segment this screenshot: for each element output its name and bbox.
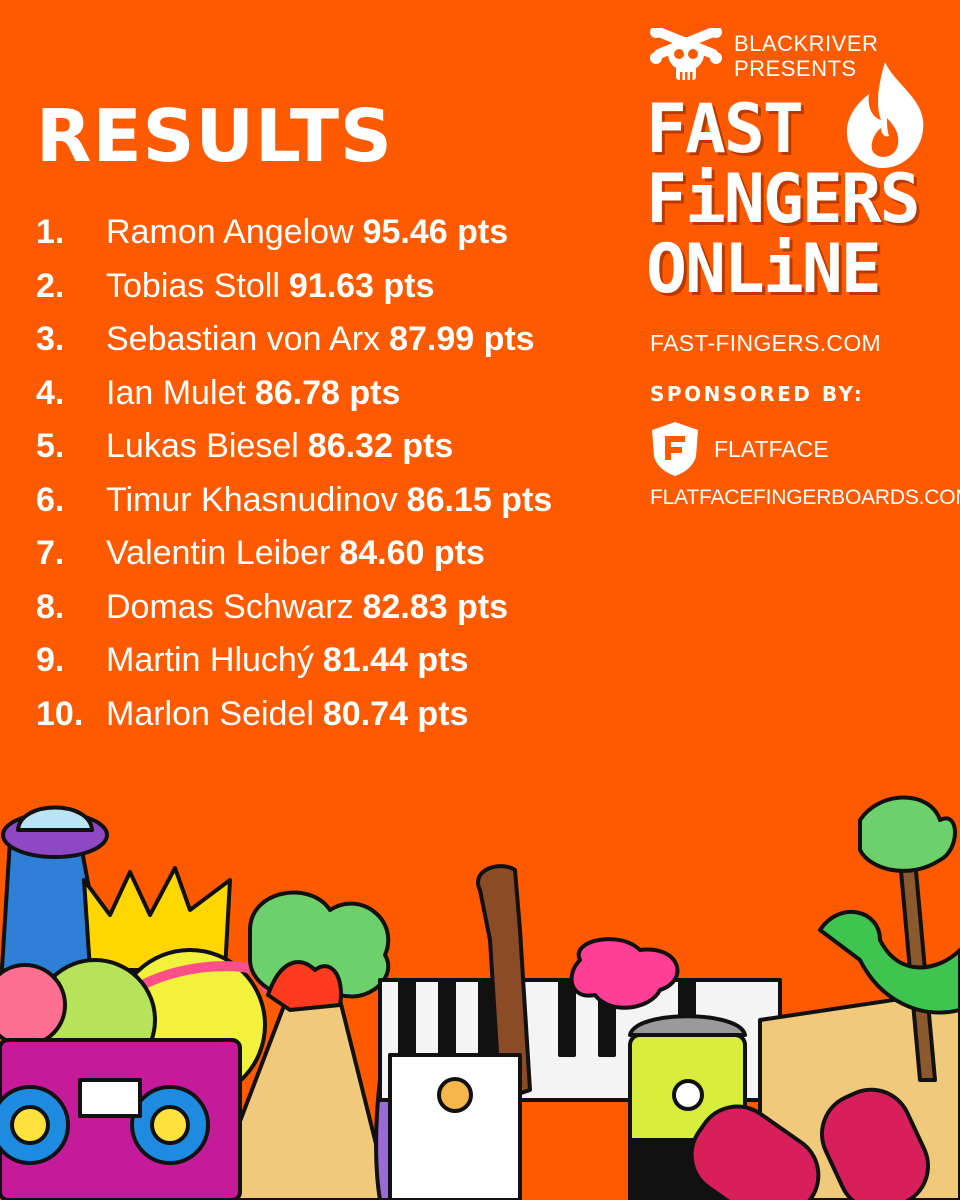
result-score: 86.78 pts (254, 373, 401, 412)
result-rank: 9. (36, 641, 65, 680)
result-name: Timur Khasnudinov (106, 480, 398, 519)
result-rank: 1. (36, 213, 65, 252)
flatface-shield-icon (652, 422, 698, 476)
result-name: Domas Schwarz (106, 587, 354, 626)
result-name: Lukas Biesel (106, 427, 299, 466)
result-name: Sebastian von Arx (106, 320, 381, 359)
result-rank: 5. (36, 427, 65, 466)
result-row: 3. Sebastian von Arx 87.99 pts (36, 313, 552, 367)
result-rank: 2. (36, 266, 65, 305)
result-row: 9. Martin Hluchý 81.44 pts (36, 634, 552, 688)
result-rank: 7. (36, 534, 65, 573)
result-rank: 10. (36, 694, 84, 733)
logo-line-1: FAST (646, 90, 804, 169)
result-name: Martin Hluchý (106, 641, 314, 680)
result-score: 81.44 pts (322, 641, 469, 680)
results-title: RESULTS (36, 94, 393, 178)
site-url: FAST-FINGERS.COM (650, 330, 881, 356)
result-name: Ian Mulet (106, 373, 246, 412)
flame-icon (846, 62, 924, 168)
result-score: 91.63 pts (288, 266, 435, 305)
skull-crossbones-icon (650, 28, 722, 80)
result-rank: 3. (36, 320, 65, 359)
result-row: 5. Lukas Biesel 86.32 pts (36, 420, 552, 474)
sponsored-label: SPONSORED BY: (650, 382, 865, 406)
result-score: 84.60 pts (339, 534, 485, 573)
result-row: 2. Tobias Stoll 91.63 pts (36, 260, 552, 314)
result-rank: 6. (36, 480, 65, 519)
result-name: Valentin Leiber (106, 534, 331, 573)
result-row: 6. Timur Khasnudinov 86.15 pts (36, 474, 552, 528)
result-score: 95.46 pts (362, 213, 509, 252)
result-score: 82.83 pts (362, 587, 509, 626)
result-row: 8. Domas Schwarz 82.83 pts (36, 581, 552, 635)
result-name: Ramon Angelow (106, 213, 354, 252)
sponsor: FLATFACE (650, 420, 829, 478)
result-name: Marlon Seidel (106, 694, 314, 733)
result-name: Tobias Stoll (106, 266, 280, 305)
result-row: 1. Ramon Angelow 95.46 pts (36, 206, 552, 260)
sponsor-name: FLATFACE (714, 435, 829, 462)
result-row: 4. Ian Mulet 86.78 pts (36, 367, 552, 421)
result-score: 80.74 pts (322, 694, 469, 733)
result-score: 86.32 pts (307, 427, 454, 466)
result-score: 87.99 pts (389, 320, 535, 359)
result-rank: 8. (36, 587, 65, 626)
result-row: 10. Marlon Seidel 80.74 pts (36, 688, 552, 742)
sponsor-url: FLATFACEFINGERBOARDS.COM (650, 486, 960, 509)
results-list: 1. Ramon Angelow 95.46 pts 2. Tobias Sto… (36, 206, 552, 741)
logo-line-3: ONLiNE (646, 230, 882, 309)
presenter-line-2: PRESENTS (734, 56, 857, 81)
presenter: BLACKRIVER PRESENTS (650, 28, 878, 84)
logo-line-2: FiNGERS (646, 160, 921, 239)
result-rank: 4. (36, 373, 65, 412)
result-row: 7. Valentin Leiber 84.60 pts (36, 527, 552, 581)
result-score: 86.15 pts (406, 480, 553, 519)
event-logo: FAST FiNGERS ONLiNE (646, 90, 921, 309)
cartoon-illustration (0, 795, 960, 1200)
presenter-line-1: BLACKRIVER (734, 31, 879, 56)
